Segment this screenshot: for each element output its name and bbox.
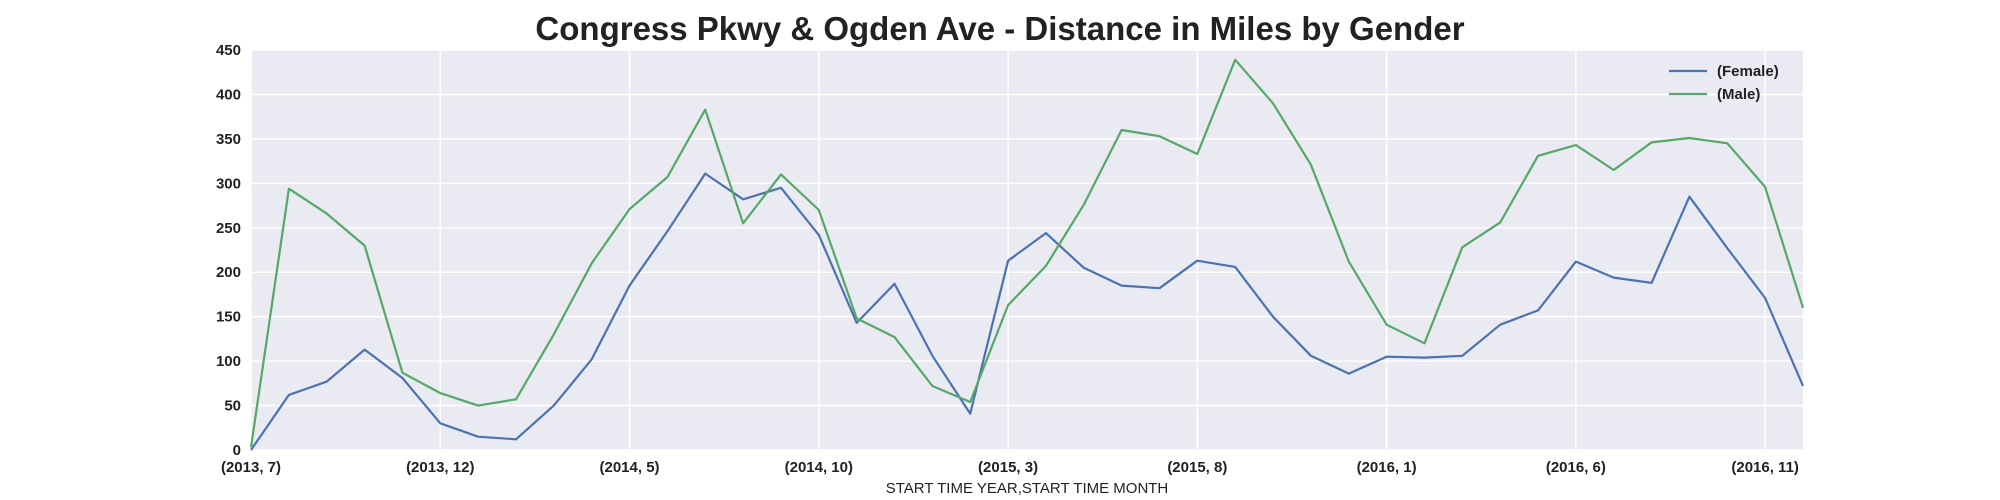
x-tick-label: (2014, 10) [785, 459, 853, 476]
y-axis-ticks: 0 50 100 150 200 250 300 350 400 450 [216, 42, 241, 459]
x-axis-label: START TIME YEAR,START TIME MONTH [886, 480, 1169, 497]
x-tick-label: (2014, 5) [600, 459, 660, 476]
x-tick-label: (2013, 12) [406, 459, 474, 476]
y-tick-label: 100 [216, 353, 241, 370]
x-tick-label: (2016, 11) [1731, 459, 1799, 476]
y-tick-label: 150 [216, 309, 241, 326]
plot-area [251, 50, 1803, 450]
series-line-male [249, 58, 1805, 448]
x-tick-label: (2015, 8) [1167, 459, 1227, 476]
y-tick-label: 0 [233, 442, 241, 459]
y-tick-label: 250 [216, 220, 241, 237]
y-tick-label: 50 [224, 398, 241, 415]
y-tick-label: 300 [216, 175, 241, 192]
chart-title: Congress Pkwy & Ogden Ave - Distance in … [535, 10, 1465, 47]
x-axis-ticks: (2013, 7) (2013, 12) (2014, 5) (2014, 10) (2… [221, 459, 1799, 476]
legend-label: (Male) [1717, 86, 1760, 103]
series-lines [249, 58, 1805, 451]
legend-label: (Female) [1717, 63, 1779, 80]
y-tick-label: 350 [216, 131, 241, 148]
x-tick-label: (2016, 1) [1357, 459, 1417, 476]
x-tick-label: (2016, 6) [1546, 459, 1606, 476]
y-tick-label: 200 [216, 264, 241, 281]
y-tick-label: 400 [216, 86, 241, 103]
legend: (Female) (Male) [1669, 63, 1779, 103]
y-tick-label: 450 [216, 42, 241, 59]
grid-lines [250, 49, 1803, 451]
x-tick-label: (2013, 7) [221, 459, 281, 476]
x-tick-label: (2015, 3) [978, 459, 1038, 476]
series-line-female [250, 172, 1805, 451]
